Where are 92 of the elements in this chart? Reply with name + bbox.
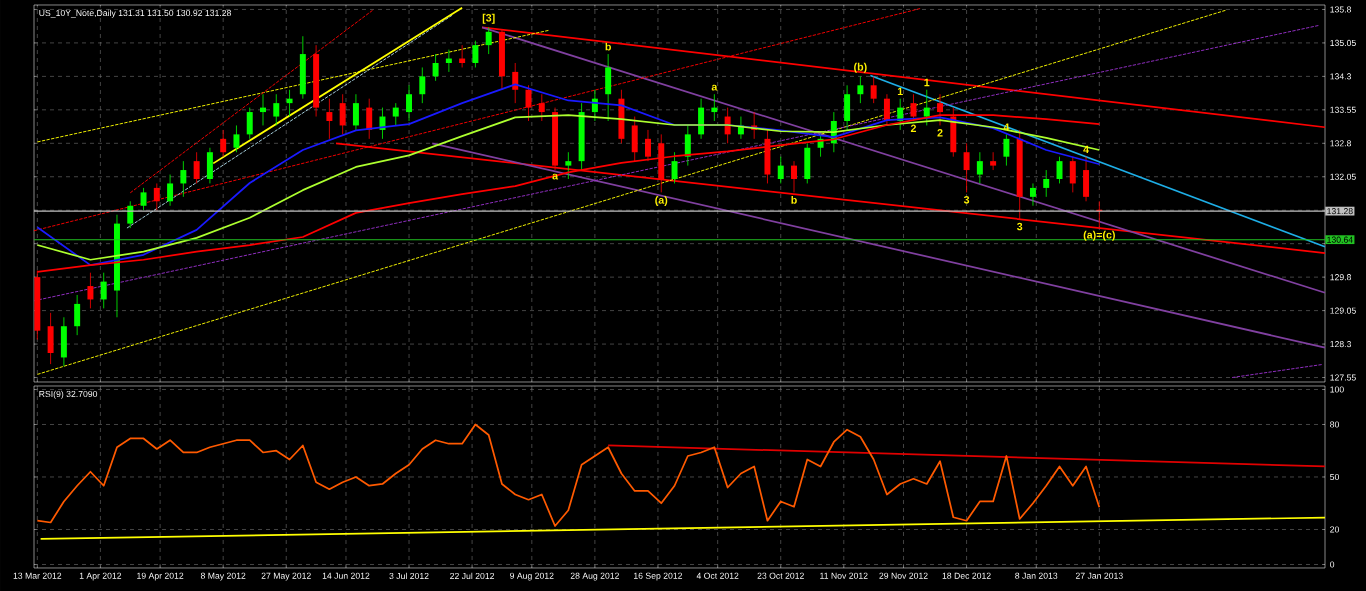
y-tick-label: 127.55 [1330,374,1356,381]
candlestick [791,160,797,193]
candlestick [1003,133,1010,167]
candlestick [923,89,930,126]
y-tick-label: 129.8 [1330,274,1352,281]
annotation: (a) [655,195,668,206]
text: US_10Y_Note,Daily 131.31 131.50 130.92 131.28 [39,9,232,18]
annotation: 1 [924,78,930,87]
candlestick [565,151,572,180]
candlestick [246,107,253,140]
candlestick [140,187,147,211]
candlestick [352,93,359,131]
annotation: (b) [854,62,867,73]
candlestick [512,62,519,104]
x-tick-label: 22 Jul 2012 [450,572,495,580]
candlestick [326,98,333,140]
candlestick [485,26,492,55]
text: RSI(9) 32.7090 [39,390,98,399]
candlestick [100,272,107,309]
candlestick [127,200,134,229]
annotation: 3 [963,195,970,204]
x-tick-label: 16 Sep 2012 [634,572,683,581]
x-tick-label: 19 Apr 2012 [137,572,184,581]
candlestick [273,93,280,126]
y-tick-label: 50 [1330,473,1340,481]
annotation: 1 [897,87,903,96]
y-tick-label: 0 [1330,561,1335,568]
x-tick-label: 23 Oct 2012 [757,572,804,579]
y-tick-label: 80 [1330,421,1340,428]
x-tick-label: 29 Nov 2012 [879,572,928,579]
candlestick [392,102,399,126]
candlestick [220,129,227,158]
annotation: (a)=(c) [1083,230,1115,241]
candlestick [339,93,346,135]
annotation: [3] [482,13,495,24]
candlestick [963,142,970,193]
candlestick [538,93,545,122]
x-tick-label: 8 Jan 2013 [1015,572,1058,579]
annotation: 2 [910,124,917,133]
candlestick [990,151,997,171]
candlestick [1043,169,1050,198]
candlestick [180,160,187,198]
candlestick [1069,156,1076,193]
candlestick [419,67,426,104]
annotation: 3 [1016,222,1023,231]
candlestick [684,125,691,167]
candlestick [193,151,200,184]
ref-line-label: 131.28 [1327,208,1353,215]
annotation: a [711,84,718,91]
y-tick-label: 135.8 [1330,6,1352,13]
y-tick-label: 100 [1330,386,1344,393]
x-tick-label: 14 Jun 2012 [322,572,370,579]
y-tick-label: 132.8 [1330,140,1352,147]
y-tick-label: 135.05 [1330,39,1356,46]
candlestick [167,174,174,207]
line-series [36,423,1101,527]
x-tick-label: 3 Jul 2012 [389,572,429,580]
y-tick-label: 20 [1330,526,1340,533]
x-tick-label: 13 Mar 2012 [13,572,62,579]
candlestick [406,84,413,122]
x-tick-label: 27 May 2012 [261,572,311,581]
ref-line-label: 130.64 [1327,236,1353,243]
candlestick [366,98,373,140]
x-tick-label: 8 May 2012 [200,572,246,581]
candlestick [777,156,784,184]
annotation: b [791,195,797,204]
candlestick [857,75,864,104]
candlestick [645,129,651,162]
y-tick-label: 134.3 [1330,73,1352,80]
x-tick-label: 4 Oct 2012 [696,572,739,579]
candlestick [976,151,983,184]
x-tick-label: 1 Apr 2012 [79,572,122,581]
x-tick-label: 18 Dec 2012 [942,572,991,579]
x-tick-label: 28 Aug 2012 [570,572,619,581]
y-tick-label: 132.05 [1330,173,1356,180]
candlestick [671,151,678,184]
x-tick-label: 27 Jan 2013 [1075,572,1123,579]
candlestick [1029,183,1036,207]
candlestick [87,272,94,309]
x-tick-label: 11 Nov 2012 [820,572,868,579]
candlestick [233,125,240,153]
x-tick-label: 9 Aug 2012 [510,572,554,581]
y-tick-label: 129.05 [1330,307,1356,314]
candlestick [74,294,81,336]
annotation: 2 [937,129,943,137]
candlestick [432,53,439,82]
candlestick [472,40,479,68]
candlestick [153,183,160,211]
y-tick-label: 133.55 [1330,106,1356,113]
candlestick [870,75,877,104]
y-tick-label: 128.3 [1330,341,1352,348]
annotation: b [605,42,611,51]
